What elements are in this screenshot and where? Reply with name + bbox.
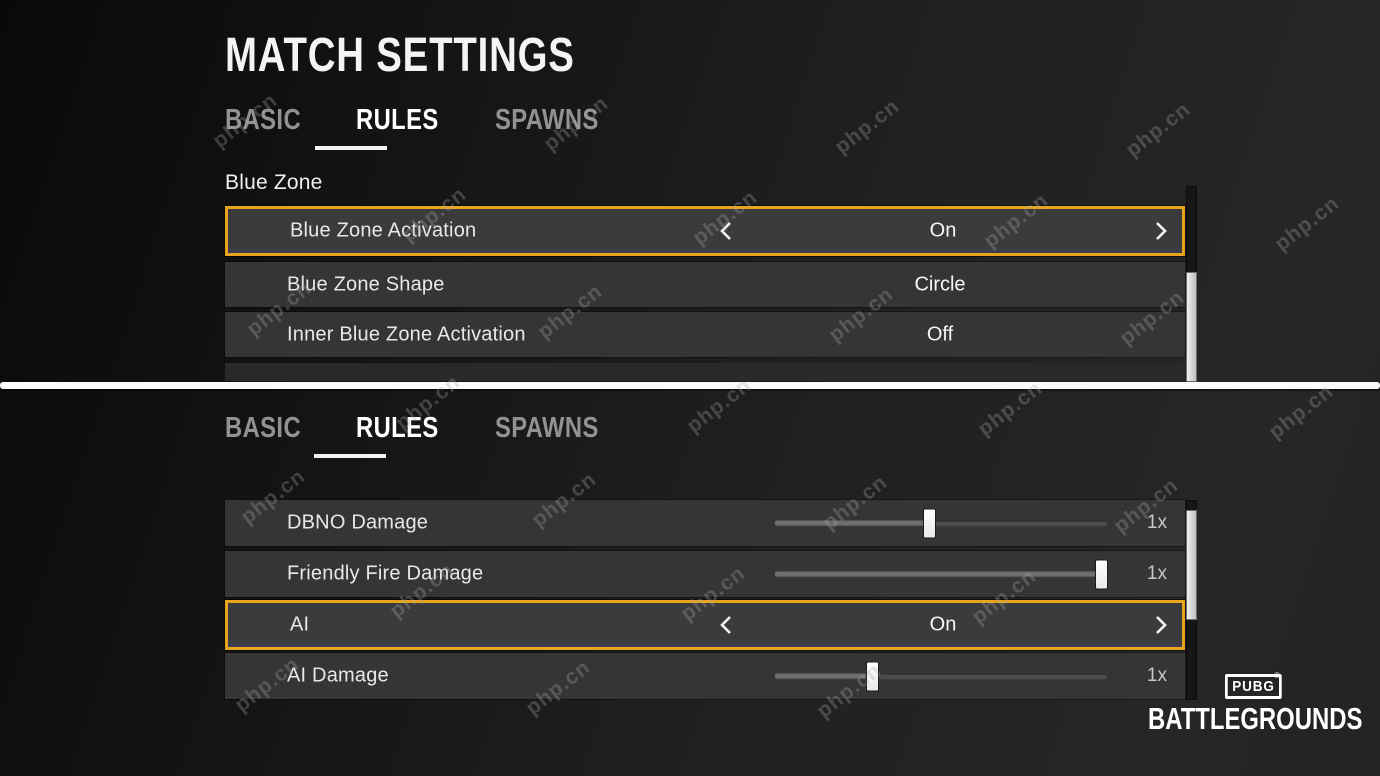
setting-label: Inner Blue Zone Activation [287,323,526,345]
registered-mark: ® [1274,671,1280,680]
setting-row-inner-blue-zone-activation[interactable]: Inner Blue Zone Activation Off [225,312,1185,357]
chevron-right-icon[interactable] [1148,216,1174,246]
setting-label: DBNO Damage [287,511,429,534]
tab-spawns[interactable]: SPAWNS [495,412,600,444]
tab-basic[interactable]: BASIC [225,412,302,444]
scrollbar-thumb-top[interactable] [1186,272,1197,382]
scrollbar-track-top[interactable] [1186,186,1197,382]
scrollbar-track-bottom[interactable] [1186,500,1197,700]
setting-row-dbno-damage[interactable]: DBNO Damage 1x [225,500,1185,546]
setting-label: AI [290,613,310,636]
page-title: MATCH SETTINGS [225,29,575,82]
slider-track[interactable] [775,508,1107,538]
setting-row-ai-damage[interactable]: AI Damage 1x [225,653,1185,699]
tab-basic[interactable]: BASIC [225,104,302,136]
slider-fill [775,571,1101,577]
setting-label: Blue Zone Activation [290,219,477,242]
slider-fill [775,673,872,679]
watermark-text: php.cn [830,94,904,159]
setting-label: Blue Zone Shape [287,273,445,295]
slider-thumb[interactable] [866,661,880,691]
tabbar-top: BASIC RULES SPAWNS [225,104,656,144]
watermark-text: php.cn [1270,191,1344,256]
multiplier-value: 1x [1146,563,1167,584]
clipped-row [225,363,1185,381]
tab-rules[interactable]: RULES [356,412,439,444]
chevron-left-icon[interactable] [712,216,738,246]
slider-track[interactable] [775,661,1107,691]
tabbar-bottom: BASIC RULES SPAWNS [225,412,656,452]
setting-value: On [929,613,957,636]
slider-track[interactable] [775,559,1109,589]
setting-value: Circle [914,273,966,295]
setting-value: On [929,219,957,242]
active-tab-underline [314,454,386,458]
scrollbar-thumb-bottom[interactable] [1186,510,1197,620]
pubg-battlegrounds-logo: PUBG ® BATTLEGROUNDS [1148,671,1362,744]
setting-label: Friendly Fire Damage [287,562,484,585]
slider-thumb[interactable] [1095,559,1109,589]
tab-rules[interactable]: RULES [356,104,439,136]
section-label-blue-zone: Blue Zone [225,171,323,194]
watermark-text: php.cn [1121,97,1195,162]
setting-row-ai[interactable]: AI On [225,600,1185,650]
tab-spawns[interactable]: SPAWNS [495,104,600,136]
multiplier-value: 1x [1146,512,1167,533]
setting-label: AI Damage [287,664,389,687]
pubg-logo-badge: PUBG [1225,674,1283,699]
chevron-left-icon[interactable] [712,610,738,640]
multiplier-value: 1x [1146,665,1167,686]
setting-row-friendly-fire-damage[interactable]: Friendly Fire Damage 1x [225,551,1185,597]
setting-row-blue-zone-activation[interactable]: Blue Zone Activation On [225,206,1185,256]
setting-value: Off [926,323,954,345]
active-tab-underline [315,146,387,150]
slider-thumb[interactable] [922,508,936,538]
watermark-text: php.cn [1264,379,1338,444]
chevron-right-icon[interactable] [1148,610,1174,640]
battlegrounds-wordmark: BATTLEGROUNDS [1148,701,1363,736]
setting-row-blue-zone-shape[interactable]: Blue Zone Shape Circle [225,262,1185,307]
panel-separator [0,382,1380,389]
slider-fill [775,520,928,526]
